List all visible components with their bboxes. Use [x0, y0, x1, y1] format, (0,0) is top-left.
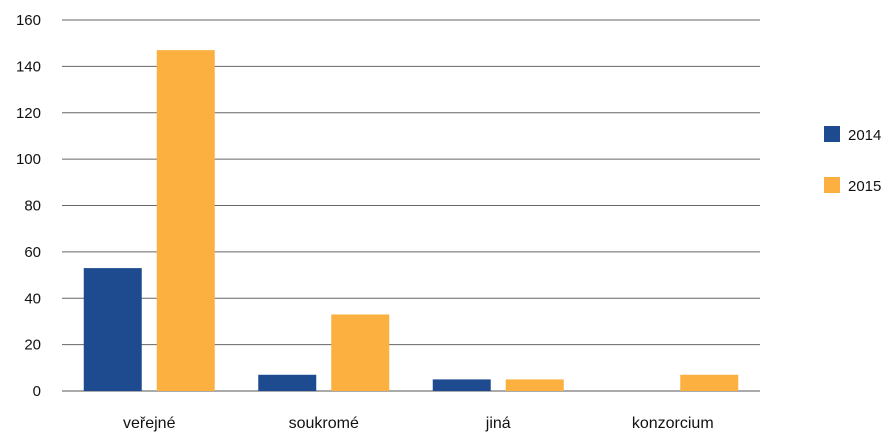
- bar-2015-0: [156, 50, 215, 392]
- x-category-label: soukromé: [289, 415, 359, 432]
- y-tick-label: 160: [16, 12, 41, 29]
- x-axis-categories: veřejné soukromé jiná konzorcium: [123, 415, 714, 432]
- bar-2014-0: [83, 268, 142, 391]
- bar-2015-1: [331, 314, 390, 391]
- bar-2014-1: [258, 374, 317, 391]
- bar-2014-2: [432, 379, 491, 391]
- y-tick-label: 140: [16, 58, 41, 75]
- legend-swatch-2015: [824, 177, 840, 193]
- bar-2015-3: [680, 374, 739, 391]
- legend-label-2015: 2015: [848, 178, 881, 195]
- y-tick-label: 100: [16, 151, 41, 168]
- legend-label-2014: 2014: [848, 127, 881, 144]
- y-tick-label: 20: [24, 337, 41, 354]
- y-tick-label: 60: [24, 244, 41, 261]
- y-tick-label: 120: [16, 105, 41, 122]
- legend-swatch-2014: [824, 126, 840, 142]
- y-tick-label: 40: [24, 290, 41, 307]
- legend: 2014 2015: [824, 126, 881, 195]
- bar-2015-2: [505, 379, 564, 391]
- x-category-label: veřejné: [123, 415, 176, 432]
- y-tick-label: 0: [33, 383, 41, 400]
- y-tick-label: 80: [24, 198, 41, 215]
- bars: [83, 50, 739, 392]
- y-axis-ticks: 0 20 40 60 80 100 120 140 160: [16, 12, 41, 400]
- x-category-label: konzorcium: [632, 415, 714, 432]
- x-category-label: jiná: [485, 415, 511, 432]
